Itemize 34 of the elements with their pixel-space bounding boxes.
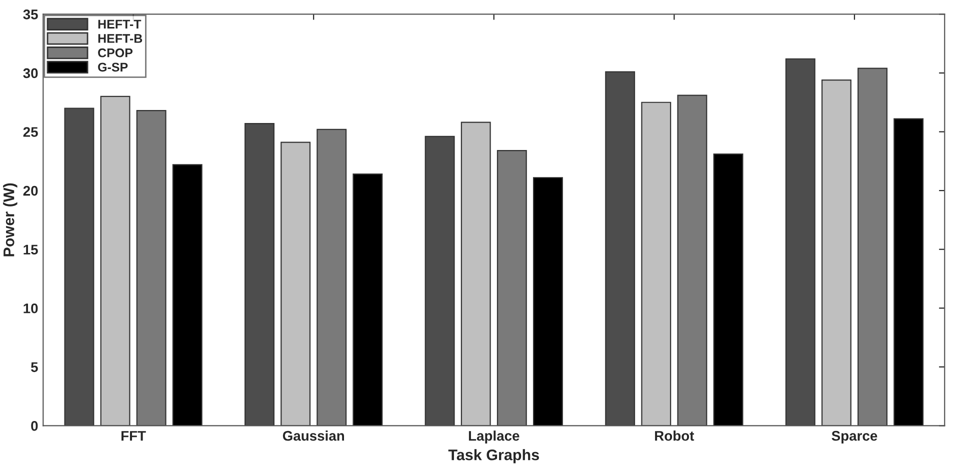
bar xyxy=(821,79,852,426)
y-tick-label: 25 xyxy=(23,127,38,137)
bar xyxy=(316,128,347,426)
bar xyxy=(858,68,888,426)
y-tick-label: 5 xyxy=(31,362,38,372)
bar xyxy=(352,174,383,426)
bar xyxy=(172,164,202,426)
y-tick-label: 0 xyxy=(31,421,38,431)
y-tick-label: 15 xyxy=(24,244,38,255)
bar xyxy=(100,96,130,426)
legend-label: G-SP xyxy=(98,62,128,72)
x-tick-label: Gaussian xyxy=(282,430,344,441)
x-tick-label: FFT xyxy=(122,431,146,441)
x-tick-label: Sparce xyxy=(832,430,878,444)
bar xyxy=(894,118,924,426)
legend-label: CPOP xyxy=(98,48,133,58)
bar xyxy=(496,150,527,426)
y-tick-label: 10 xyxy=(24,303,38,314)
bar xyxy=(532,177,563,426)
y-axis-title: Power (W) xyxy=(3,183,18,256)
y-tick-label: 20 xyxy=(23,186,38,196)
x-tick-label: Laplace xyxy=(468,430,520,444)
x-axis-title: Task Graphs xyxy=(448,449,539,464)
bar xyxy=(460,122,491,426)
y-tick-label: 35 xyxy=(23,10,38,20)
legend-label: HEFT-B xyxy=(98,34,142,43)
bar xyxy=(136,110,166,426)
y-tick-label: 30 xyxy=(23,68,38,78)
bar xyxy=(713,154,744,426)
legend-label: HEFT-T xyxy=(98,20,142,28)
bar xyxy=(280,142,311,426)
bar xyxy=(641,102,672,426)
bar xyxy=(677,94,708,426)
x-tick-label: Robot xyxy=(655,430,694,441)
